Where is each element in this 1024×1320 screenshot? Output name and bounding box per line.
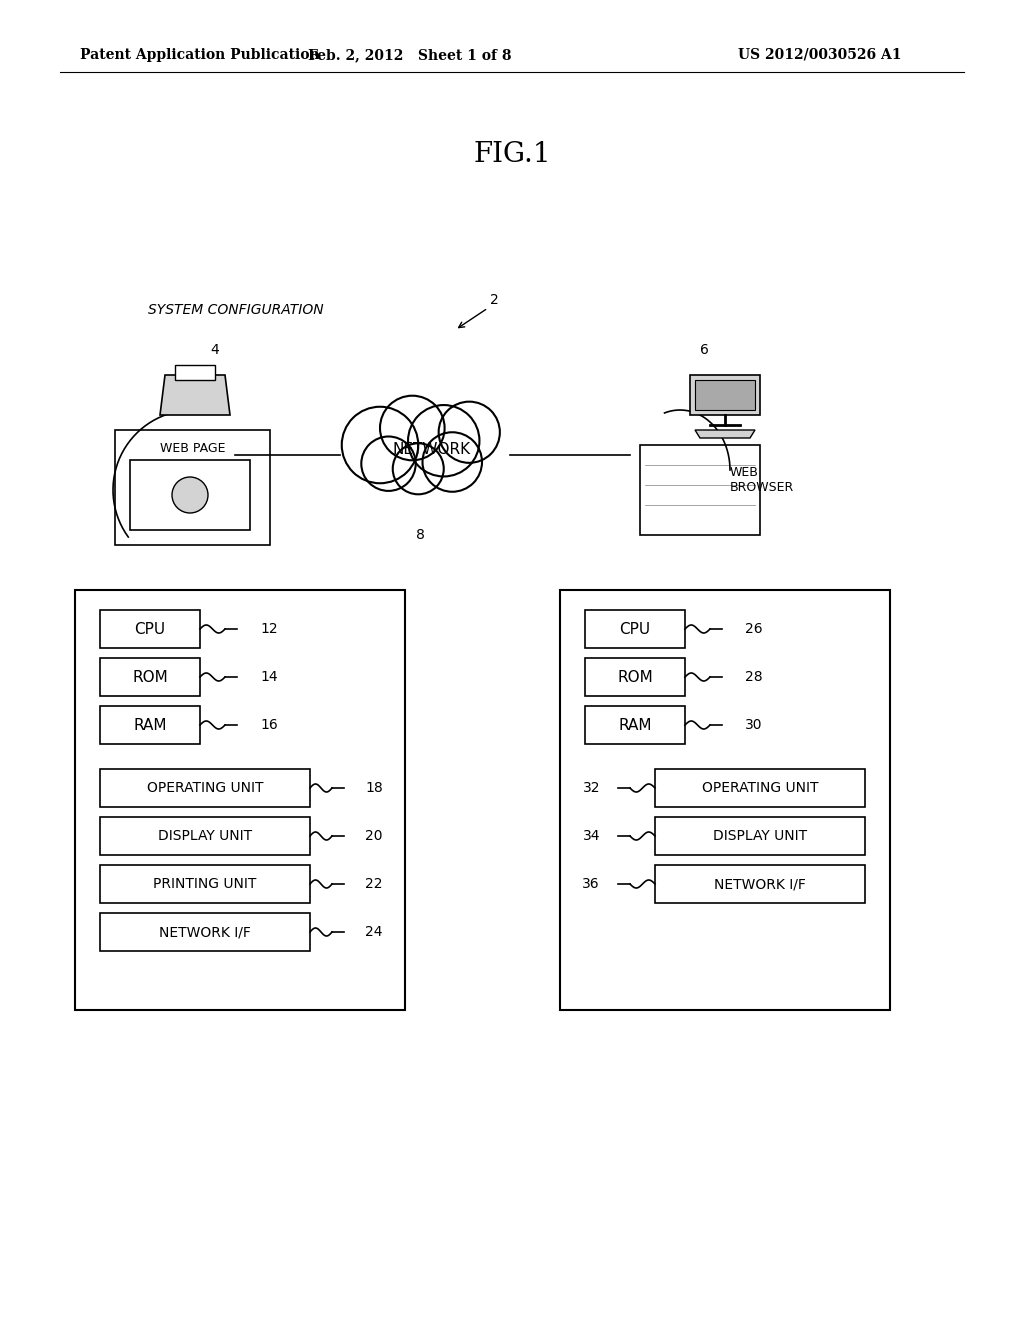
Text: OPERATING UNIT: OPERATING UNIT xyxy=(146,781,263,795)
Polygon shape xyxy=(695,430,755,438)
Polygon shape xyxy=(175,366,215,380)
FancyBboxPatch shape xyxy=(585,706,685,744)
FancyBboxPatch shape xyxy=(130,459,250,531)
FancyBboxPatch shape xyxy=(640,445,760,535)
Circle shape xyxy=(380,396,444,461)
FancyBboxPatch shape xyxy=(655,865,865,903)
Text: FIG.1: FIG.1 xyxy=(473,141,551,169)
FancyBboxPatch shape xyxy=(585,657,685,696)
Circle shape xyxy=(361,437,416,491)
Circle shape xyxy=(172,477,208,513)
Text: WEB PAGE: WEB PAGE xyxy=(160,441,225,454)
Text: PRINTING UNIT: PRINTING UNIT xyxy=(154,876,257,891)
Text: RAM: RAM xyxy=(133,718,167,733)
FancyBboxPatch shape xyxy=(585,610,685,648)
Text: 8: 8 xyxy=(416,528,424,543)
Text: Feb. 2, 2012   Sheet 1 of 8: Feb. 2, 2012 Sheet 1 of 8 xyxy=(308,48,512,62)
FancyBboxPatch shape xyxy=(100,706,200,744)
Text: CPU: CPU xyxy=(134,622,166,636)
Text: 34: 34 xyxy=(583,829,600,843)
Text: 22: 22 xyxy=(365,876,383,891)
Text: 4: 4 xyxy=(210,343,219,356)
FancyBboxPatch shape xyxy=(100,610,200,648)
FancyBboxPatch shape xyxy=(100,770,310,807)
Text: NETWORK: NETWORK xyxy=(393,442,471,458)
Text: US 2012/0030526 A1: US 2012/0030526 A1 xyxy=(738,48,902,62)
Circle shape xyxy=(438,401,500,463)
Text: 2: 2 xyxy=(490,293,499,308)
Text: 28: 28 xyxy=(745,671,763,684)
FancyBboxPatch shape xyxy=(655,817,865,855)
Text: 36: 36 xyxy=(583,876,600,891)
Text: 30: 30 xyxy=(745,718,763,733)
Circle shape xyxy=(393,444,443,494)
Text: 24: 24 xyxy=(365,925,383,939)
Polygon shape xyxy=(160,375,230,414)
Text: SYSTEM CONFIGURATION: SYSTEM CONFIGURATION xyxy=(148,304,324,317)
Text: NETWORK I/F: NETWORK I/F xyxy=(714,876,806,891)
FancyBboxPatch shape xyxy=(100,657,200,696)
Text: 14: 14 xyxy=(260,671,278,684)
Text: ROM: ROM xyxy=(617,669,653,685)
Polygon shape xyxy=(690,375,760,414)
Text: NETWORK I/F: NETWORK I/F xyxy=(159,925,251,939)
FancyBboxPatch shape xyxy=(115,430,270,545)
Text: OPERATING UNIT: OPERATING UNIT xyxy=(701,781,818,795)
Circle shape xyxy=(342,407,418,483)
Text: DISPLAY UNIT: DISPLAY UNIT xyxy=(713,829,807,843)
Text: 6: 6 xyxy=(700,343,709,356)
Text: 32: 32 xyxy=(583,781,600,795)
FancyBboxPatch shape xyxy=(560,590,890,1010)
Text: 18: 18 xyxy=(365,781,383,795)
Text: WEB
BROWSER: WEB BROWSER xyxy=(730,466,795,494)
FancyBboxPatch shape xyxy=(100,865,310,903)
Text: 26: 26 xyxy=(745,622,763,636)
Text: RAM: RAM xyxy=(618,718,651,733)
Text: 16: 16 xyxy=(260,718,278,733)
Text: 12: 12 xyxy=(260,622,278,636)
Text: Patent Application Publication: Patent Application Publication xyxy=(80,48,319,62)
Text: ROM: ROM xyxy=(132,669,168,685)
Circle shape xyxy=(408,405,479,477)
FancyBboxPatch shape xyxy=(655,770,865,807)
FancyBboxPatch shape xyxy=(100,817,310,855)
Text: 20: 20 xyxy=(365,829,383,843)
Circle shape xyxy=(423,432,482,492)
Text: CPU: CPU xyxy=(620,622,650,636)
FancyBboxPatch shape xyxy=(75,590,406,1010)
Polygon shape xyxy=(695,380,755,411)
Text: DISPLAY UNIT: DISPLAY UNIT xyxy=(158,829,252,843)
FancyBboxPatch shape xyxy=(100,913,310,950)
